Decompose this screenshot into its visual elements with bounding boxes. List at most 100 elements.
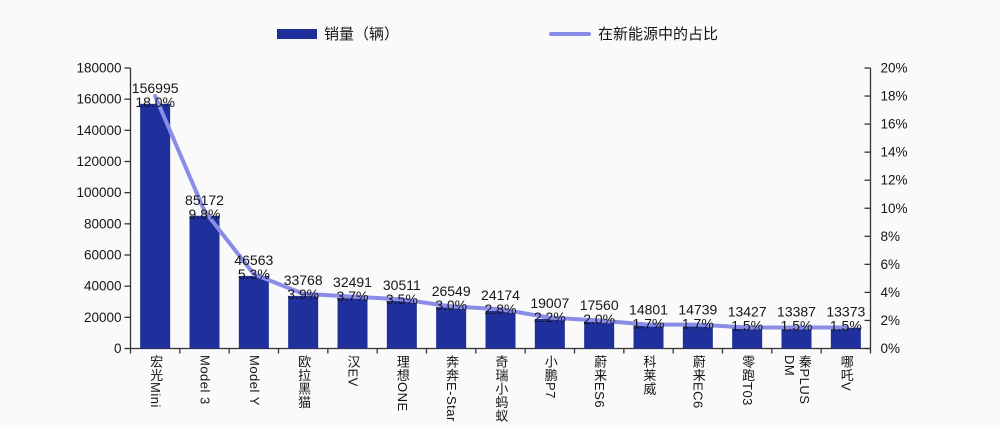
line-percent-label: 18.0%: [135, 94, 175, 110]
category-label: 科莱威: [623, 355, 672, 428]
left-axis-tick-label: 60000: [84, 248, 122, 263]
line-percent-label: 2.8%: [485, 301, 517, 317]
category-label-text: 奇瑞小蚂蚁: [493, 355, 509, 423]
bar: [584, 321, 615, 349]
category-label: 小鹏P7: [525, 355, 574, 428]
category-label: 奇瑞小蚂蚁: [475, 355, 524, 428]
bar: [386, 300, 417, 349]
category-label-text: 理想ONE: [394, 355, 410, 412]
bar-value-label: 17560: [580, 297, 619, 313]
right-axis-tick-label: 18%: [881, 89, 908, 104]
category-label: 秦PLUS DM: [771, 355, 820, 428]
right-axis-tick-label: 2%: [881, 313, 901, 328]
line-percent-label: 2.2%: [534, 309, 566, 325]
category-label-text: 宏光Mini: [148, 355, 164, 408]
bar-value-label: 14739: [678, 302, 717, 318]
line-percent-label: 1.5%: [781, 318, 813, 334]
bar-value-label: 14801: [629, 301, 668, 317]
line-percent-label: 1.7%: [682, 316, 714, 332]
line-percent-label: 1.5%: [731, 318, 763, 334]
bar-value-label: 26549: [432, 283, 471, 299]
category-label: 理想ONE: [377, 355, 426, 428]
share-line: [153, 94, 848, 330]
bar: [485, 310, 516, 349]
category-label-text: 蔚来ES6: [592, 355, 608, 409]
line-percent-label: 2.0%: [583, 311, 615, 327]
bar: [140, 103, 171, 349]
bar-value-label: 85172: [185, 192, 224, 208]
left-axis-tick-label: 40000: [84, 279, 122, 294]
bar-value-label: 33768: [284, 272, 323, 288]
right-axis-tick-label: 14%: [881, 145, 908, 160]
bar: [633, 325, 664, 349]
right-axis-tick-label: 8%: [881, 229, 901, 244]
line-percent-label: 1.7%: [633, 315, 665, 331]
category-label-text: 奔奔E-Star: [444, 355, 460, 422]
category-label-text: 零跑T03: [740, 355, 756, 406]
right-axis-tick-label: 0%: [881, 341, 901, 356]
bar: [288, 295, 319, 349]
bar-value-label: 13373: [826, 304, 865, 320]
bar-legend-swatch: [277, 28, 317, 39]
category-label: 奔奔E-Star: [426, 355, 475, 428]
right-axis-tick-label: 6%: [881, 257, 901, 272]
bar-legend-label: 销量（辆）: [324, 26, 400, 43]
category-label-text: Model Y: [246, 355, 262, 406]
legend-item-share: 在新能源中的占比: [549, 23, 718, 44]
right-axis-tick-label: 20%: [881, 61, 908, 76]
right-axis-tick-label: 4%: [881, 285, 901, 300]
category-label: 宏光Mini: [130, 355, 179, 428]
bar-value-label: 46563: [234, 252, 273, 268]
right-axis-tick-label: 16%: [881, 117, 908, 132]
bar-value-label: 13427: [728, 304, 767, 320]
line-percent-label: 1.5%: [830, 318, 862, 334]
line-percent-label: 3.0%: [435, 297, 467, 313]
bar: [337, 297, 368, 349]
line-legend-label: 在新能源中的占比: [598, 26, 719, 43]
bar: [534, 318, 565, 349]
line-legend-swatch: [549, 31, 591, 36]
bar: [238, 275, 269, 349]
category-axis-labels: 宏光Mini Model 3 Model Y 欧拉黑猫 汉EV 理想ONE 奔奔E-Star…: [130, 355, 870, 428]
category-label: 零跑T03: [722, 355, 771, 428]
bar-value-label: 32491: [333, 274, 372, 290]
left-axis-tick-label: 0: [114, 341, 122, 356]
left-axis-tick-label: 80000: [84, 216, 122, 231]
bar: [436, 307, 467, 349]
category-label-text: 小鹏P7: [542, 355, 558, 399]
bar: [732, 327, 763, 349]
bar-value-label: 24174: [481, 287, 520, 303]
left-axis-tick-label: 160000: [76, 92, 121, 107]
left-axis-tick-label: 140000: [76, 123, 121, 138]
category-label: 蔚来ES6: [574, 355, 623, 428]
bar-value-label: 156995: [132, 80, 179, 96]
category-label-text: 科莱威: [641, 355, 657, 396]
category-label: 汉EV: [327, 355, 376, 428]
line-percent-label: 3.9%: [287, 286, 319, 302]
bar-value-label: 13387: [777, 304, 816, 320]
bar: [682, 325, 713, 349]
left-axis-tick-label: 100000: [76, 185, 121, 200]
category-label: 欧拉黑猫: [278, 355, 327, 428]
line-percent-label: 3.5%: [386, 291, 418, 307]
category-label: 哪吒V: [821, 355, 870, 428]
right-axis-tick-label: 12%: [881, 173, 908, 188]
category-label: 蔚来EC6: [673, 355, 722, 428]
bar: [189, 215, 220, 349]
bar-value-label: 19007: [530, 295, 569, 311]
right-axis-tick-label: 10%: [881, 201, 908, 216]
left-axis-tick-label: 120000: [76, 154, 121, 169]
line-percent-label: 5.3%: [238, 266, 270, 282]
bar: [830, 327, 861, 349]
bar-value-label: 30511: [383, 277, 421, 293]
category-label: Model 3: [179, 355, 228, 428]
left-axis-tick-label: 180000: [76, 61, 121, 76]
left-axis-tick-label: 20000: [84, 310, 122, 325]
line-percent-label: 3.7%: [337, 288, 369, 304]
category-label-text: Model 3: [197, 355, 213, 405]
category-label-text: 欧拉黑猫: [296, 355, 312, 409]
bar: [781, 327, 812, 349]
category-label-text: 哪吒V: [838, 355, 854, 392]
